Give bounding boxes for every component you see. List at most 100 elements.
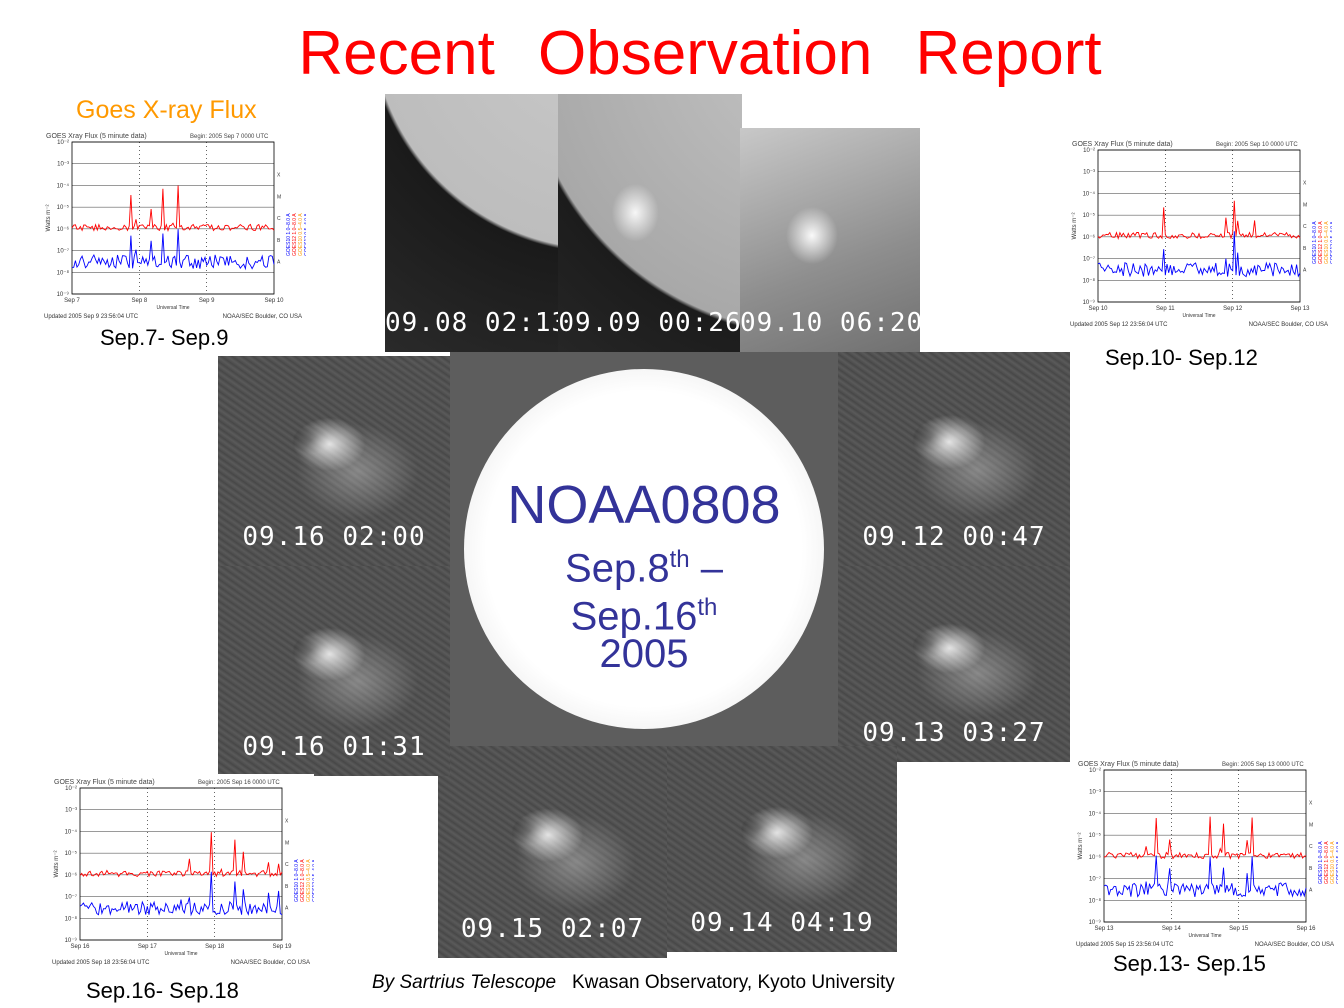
legend-entry: GOES12 0.5–4.0 A — [1330, 221, 1332, 264]
tile-timestamp: 09.16 02:00 — [242, 522, 426, 552]
flare-class-label: M — [1309, 822, 1313, 828]
tile-timestamp: 09.14 04:19 — [690, 908, 874, 938]
y-tick-label: 10⁻⁹ — [1083, 299, 1096, 306]
flare-class-label: X — [1309, 801, 1313, 807]
solar-image-0909: 09.09 00:26 — [558, 94, 742, 352]
y-tick-label: 10⁻⁵ — [1089, 832, 1102, 839]
y-tick-label: 10⁻⁸ — [1089, 897, 1102, 904]
legend-entry: GOES10 1.0–8.0 A — [286, 213, 292, 256]
series-long — [1097, 200, 1301, 240]
y-tick-label: 10⁻⁵ — [1083, 212, 1096, 219]
source-note: NOAA/SEC Boulder, CO USA — [1255, 942, 1334, 948]
tile-timestamp: 09.08 02:13 — [385, 308, 560, 338]
y-tick-label: 10⁻⁸ — [57, 269, 70, 276]
y-tick-label: 10⁻⁴ — [1083, 190, 1096, 197]
y-tick-label: 10⁻³ — [57, 162, 69, 168]
y-axis-label: Watts m⁻² — [46, 205, 52, 232]
solar-image-0913: 09.13 03:27 — [838, 566, 1070, 762]
legend-entry: GOES10 0.5–4.0 A — [1324, 221, 1330, 264]
series-long — [79, 832, 283, 878]
plot-header: GOES Xray Flux (5 minute data) — [46, 133, 147, 140]
page-title: Recent Observation Report — [298, 19, 1102, 88]
tile-timestamp: 09.10 06:20 — [740, 308, 920, 338]
series-short — [79, 871, 283, 917]
legend-entry: GOES10 0.5–4.0 A — [306, 859, 312, 902]
flare-class-label: X — [277, 173, 281, 179]
legend-entry: GOES12 1.0–8.0 A — [1324, 841, 1330, 884]
x-tick-label: Sep 14 — [1162, 926, 1182, 932]
x-tick-label: Sep 13 — [1290, 306, 1310, 312]
flare-class-label: B — [285, 884, 289, 890]
y-tick-label: 10⁻⁹ — [65, 937, 78, 944]
source-note: NOAA/SEC Boulder, CO USA — [1249, 322, 1328, 328]
y-tick-label: 10⁻⁴ — [1089, 810, 1102, 817]
solar-image-0908: 09.08 02:13 — [385, 94, 560, 352]
solar-image-0916a: 09.16 02:00 — [218, 356, 450, 566]
source-note: NOAA/SEC Boulder, CO USA — [231, 960, 310, 966]
x-tick-label: Sep 13 — [1094, 926, 1114, 932]
x-axis-label: Universal Time — [1188, 933, 1221, 939]
source-note: NOAA/SEC Boulder, CO USA — [223, 314, 302, 320]
plot-frame — [79, 787, 283, 941]
y-tick-label: 10⁻⁸ — [1083, 277, 1096, 284]
flare-class-label: C — [1303, 224, 1307, 230]
plot-begin: Begin: 2005 Sep 10 0000 UTC — [1216, 142, 1298, 148]
y-tick-label: 10⁻² — [1089, 768, 1101, 774]
y-tick-label: 10⁻⁵ — [65, 850, 78, 857]
goes-caption: Sep.10- Sep.12 — [1105, 345, 1258, 370]
series-short — [1103, 855, 1307, 898]
y-tick-label: 10⁻⁶ — [1083, 234, 1096, 241]
x-axis-label: Universal Time — [1182, 313, 1215, 319]
x-tick-label: Sep 16 — [1296, 926, 1316, 932]
tile-timestamp: 09.16 01:31 — [242, 732, 426, 762]
legend-entry: GOES12 1.0–8.0 A — [292, 213, 298, 256]
legend-entry: GOES12 1.0–8.0 A — [1318, 221, 1324, 264]
legend-entry: GOES12 0.5–4.0 A — [312, 859, 314, 902]
y-tick-label: 10⁻⁹ — [1089, 919, 1102, 926]
y-axis-label: Watts m⁻² — [1072, 213, 1078, 240]
y-tick-label: 10⁻⁹ — [57, 291, 70, 298]
y-tick-label: 10⁻⁷ — [65, 894, 77, 901]
legend-entry: GOES10 0.5–4.0 A — [298, 213, 304, 256]
goes-plot: GOES Xray Flux (5 minute data) Begin: 200… — [52, 779, 314, 966]
y-tick-label: 10⁻⁴ — [57, 182, 70, 189]
flare-class-label: C — [1309, 844, 1313, 850]
series-short — [71, 229, 275, 271]
y-tick-label: 10⁻³ — [1089, 790, 1101, 796]
solar-image-0914: 09.14 04:19 — [667, 746, 897, 952]
solar-image-0912: 09.12 00:47 — [838, 352, 1070, 566]
x-tick-label: Sep 7 — [64, 298, 80, 304]
solar-image-0915: 09.15 02:07 — [438, 746, 667, 958]
flare-class-label: X — [1303, 181, 1307, 187]
y-tick-label: 10⁻⁶ — [1089, 854, 1102, 861]
updated-note: Updated 2005 Sep 15 23:56:04 UTC — [1076, 942, 1174, 948]
x-tick-label: Sep 11 — [1156, 306, 1175, 312]
y-tick-label: 10⁻⁶ — [65, 872, 78, 879]
series-short — [1097, 231, 1301, 278]
y-tick-label: 10⁻⁷ — [1083, 256, 1095, 263]
goes-heading: Goes X-ray Flux — [76, 96, 257, 124]
solar-disk — [464, 369, 824, 729]
series-long — [1103, 816, 1307, 860]
flare-class-label: A — [1309, 888, 1313, 894]
flare-class-label: C — [277, 216, 281, 222]
x-tick-label: Sep 9 — [199, 298, 215, 304]
plot-frame — [71, 141, 275, 295]
plot-begin: Begin: 2005 Sep 7 0000 UTC — [190, 134, 269, 140]
x-tick-label: Sep 18 — [205, 944, 225, 950]
legend-entry: GOES12 1.0–8.0 A — [300, 859, 306, 902]
legend-entry: GOES12 0.5–4.0 A — [304, 213, 306, 256]
solar-image-0910: 09.10 06:20 — [740, 128, 920, 352]
y-tick-label: 10⁻⁸ — [65, 915, 78, 922]
tile-timestamp: 09.13 03:27 — [862, 718, 1046, 748]
full-disk-panel: NOAA0808 Sep.8th – Sep.16th 2005 — [450, 352, 838, 746]
goes-caption: Sep.16- Sep.18 — [86, 978, 239, 1003]
y-tick-label: 10⁻⁷ — [57, 248, 69, 255]
legend-entry: GOES10 1.0–8.0 A — [1312, 221, 1318, 264]
goes-caption: Sep.13- Sep.15 — [1113, 951, 1266, 976]
goes-chart-sep7: GOES Xray Flux (5 minute data) Begin: 200… — [40, 128, 306, 320]
flare-class-label: B — [1309, 866, 1313, 872]
flare-class-label: M — [285, 840, 289, 846]
x-tick-label: Sep 8 — [131, 298, 147, 304]
flare-class-label: C — [285, 862, 289, 868]
